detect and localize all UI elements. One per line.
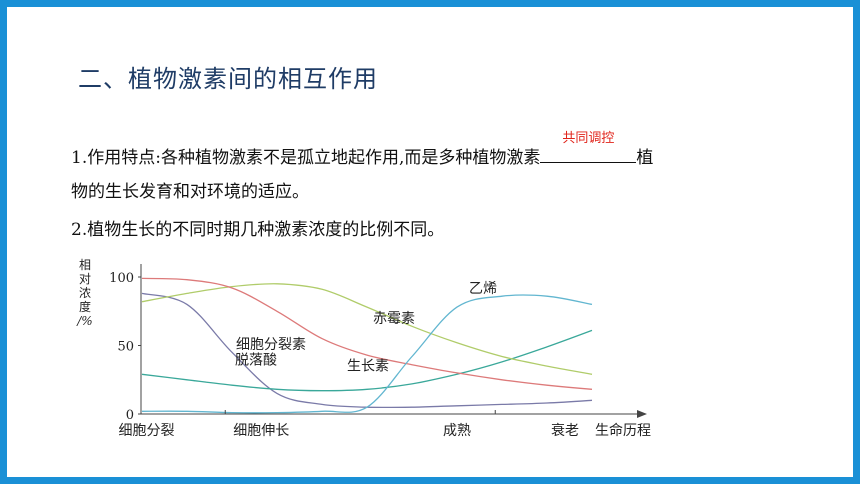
series-label: 赤霉素 (373, 311, 415, 327)
point-2-paragraph: 2.植物生长的不同时期几种激素浓度的比例不同。 (71, 220, 445, 240)
y-tick-label: 0 (126, 408, 134, 423)
section-heading: 二、植物激素间的相互作用 (78, 65, 378, 93)
stage-labels: 细胞分裂 细胞伸长 成熟 衰老 (119, 410, 579, 439)
series-line (141, 283, 593, 375)
series-line (141, 329, 593, 392)
axes (140, 264, 647, 418)
answer-text: 共同调控 (562, 131, 615, 146)
y-label-char: 浓 (79, 286, 91, 300)
point-1-paragraph: 1.作用特点:各种植物激素不是孤立地起作用,而是多种植物激素 共同调控植 物的生长… (71, 131, 771, 209)
x-axis-label: 生命历程 (595, 422, 651, 439)
point-1-text-end: 植 (636, 148, 654, 168)
series-label: 脱落酸 (235, 352, 277, 368)
y-ticks: 100 50 0 (109, 271, 141, 423)
series-label: 生长素 (347, 359, 389, 375)
y-tick-label: 50 (117, 340, 134, 355)
x-axis-arrow (637, 410, 647, 418)
series-label: 乙烯 (469, 281, 497, 297)
y-tick-label: 100 (109, 271, 134, 286)
stage-label: 衰老 (551, 422, 579, 439)
series-label: 细胞分裂素 (236, 337, 306, 353)
slide: 二、植物激素间的相互作用 1.作用特点:各种植物激素不是孤立地起作用,而是多种植… (7, 7, 853, 477)
series-line (141, 292, 593, 409)
stage-label: 细胞分裂 (119, 423, 175, 439)
point-1-text: 1.作用特点:各种植物激素不是孤立地起作用,而是多种植物激素 (71, 148, 541, 168)
y-label-char: 对 (79, 272, 91, 286)
y-label-char: /% (76, 314, 92, 328)
y-label-char: 相 (79, 258, 91, 272)
stage-label: 细胞伸长 (233, 423, 289, 439)
series-line (141, 277, 593, 390)
stage-label: 成熟 (443, 423, 471, 439)
series-lines (141, 277, 593, 414)
series-line (141, 294, 593, 414)
point-1-line2: 物的生长发育和对环境的适应。 (71, 182, 309, 202)
answer-blank: 共同调控 (540, 131, 637, 163)
y-label-char: 度 (79, 299, 91, 314)
